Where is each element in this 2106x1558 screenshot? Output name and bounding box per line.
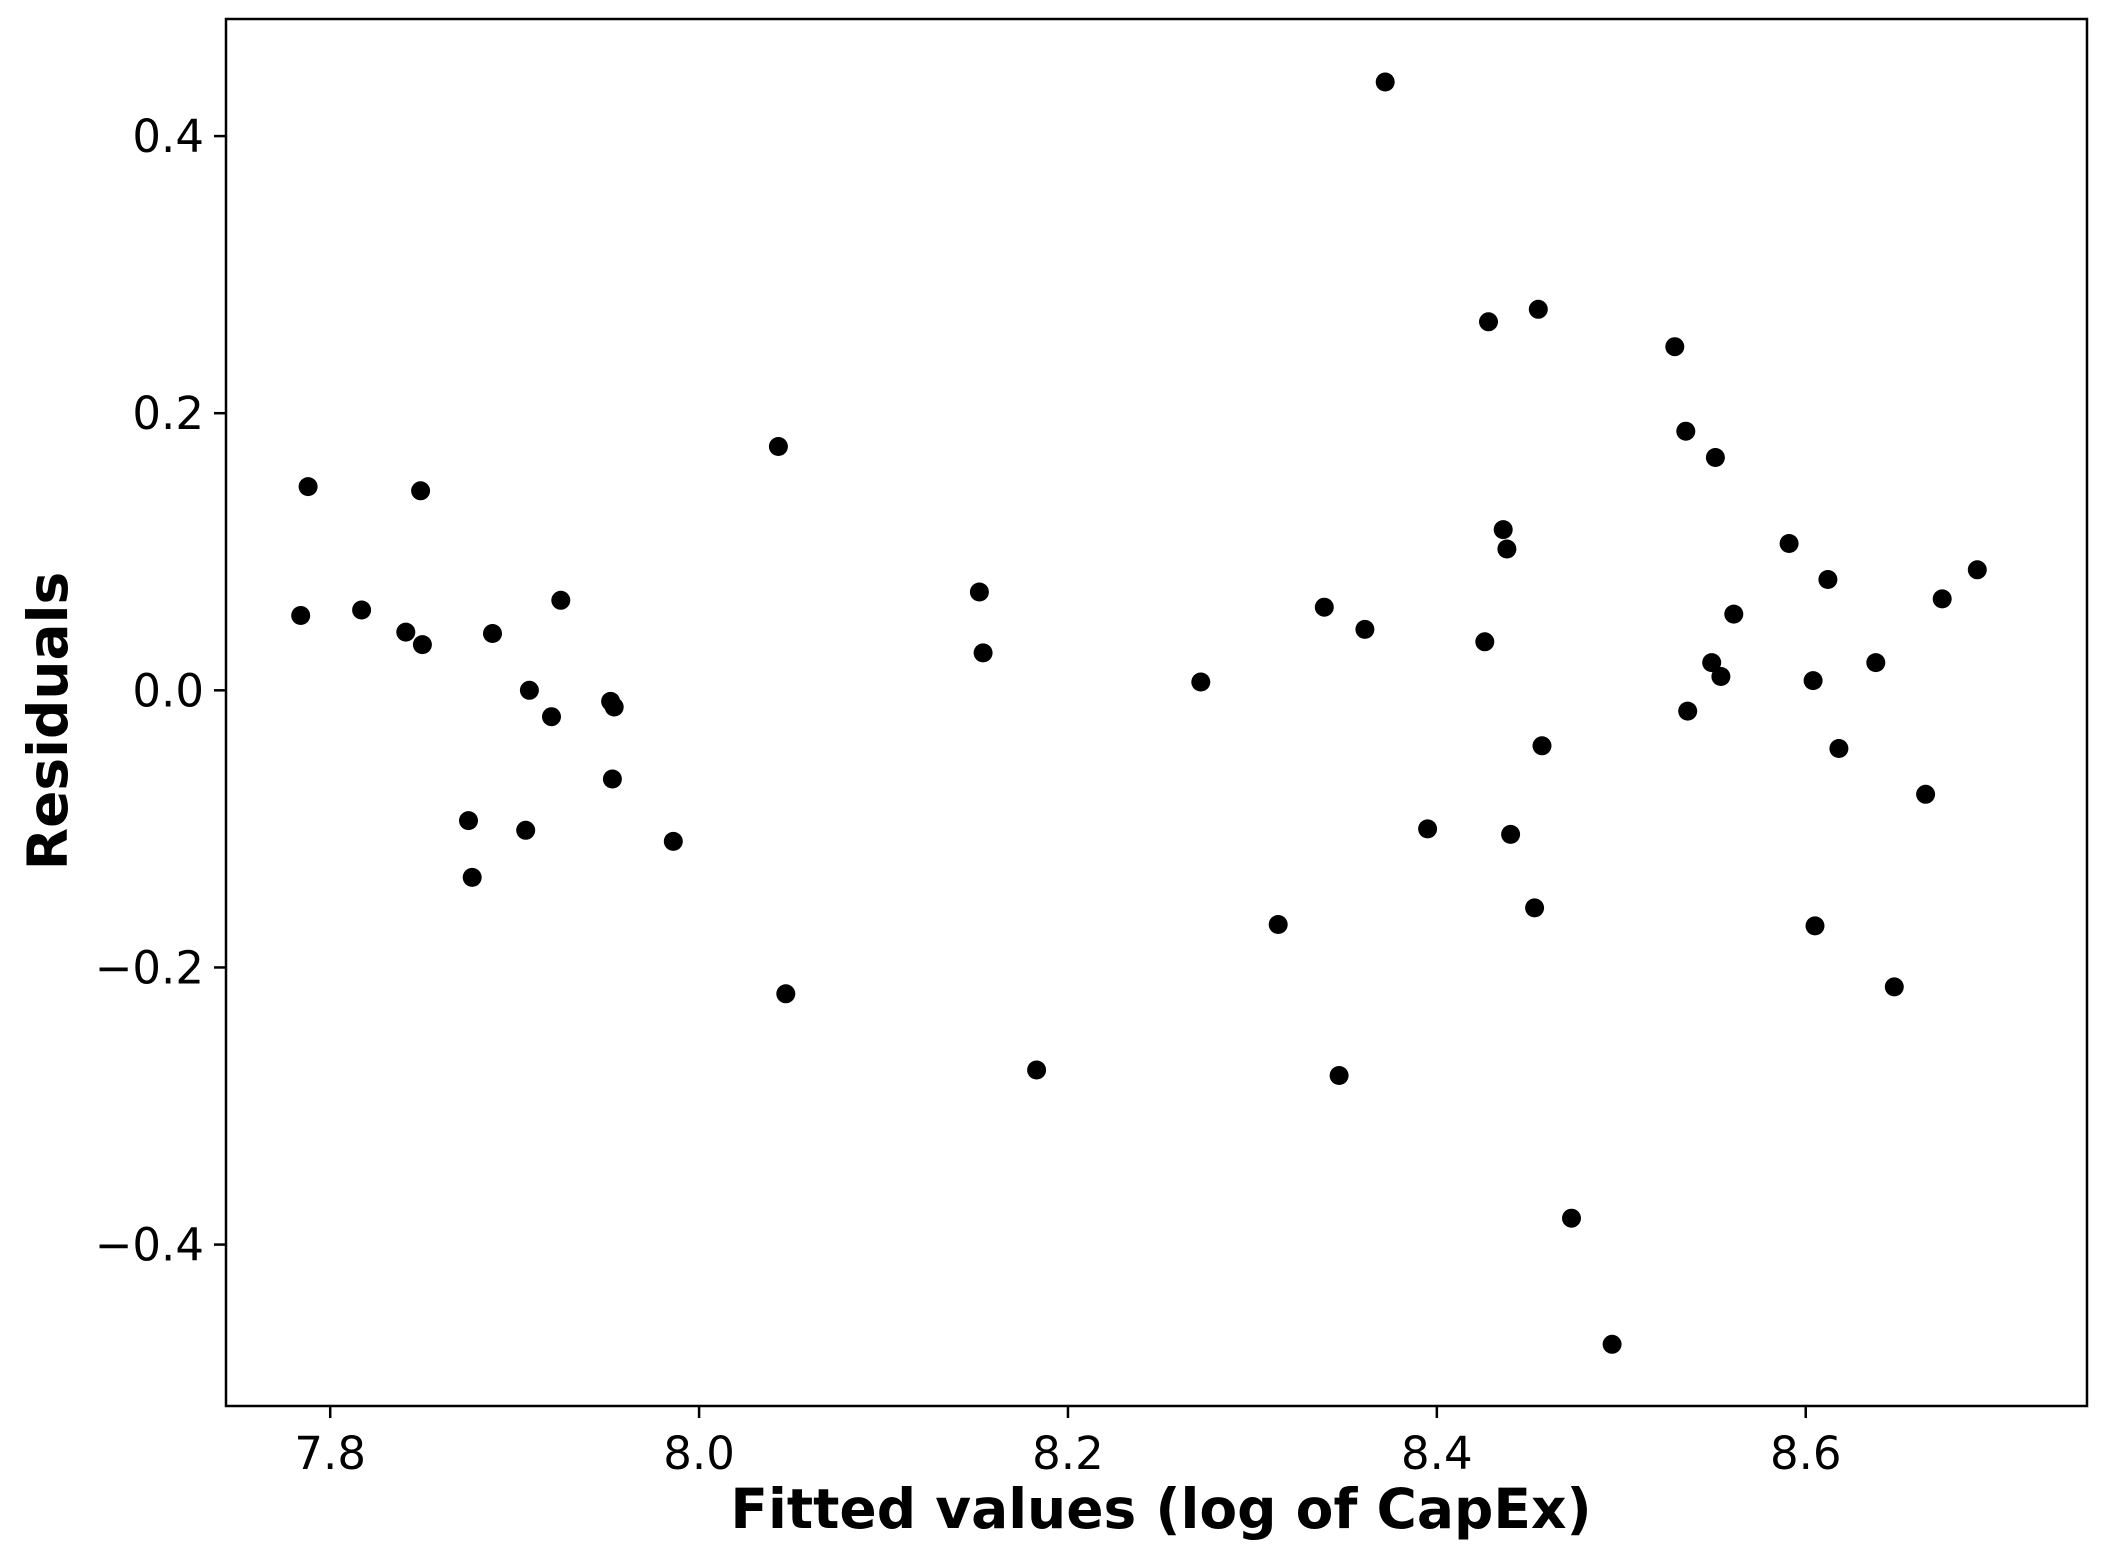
scatter-point: [1967, 560, 1987, 580]
scatter-point: [768, 437, 788, 456]
y-tick-label: 0.2: [132, 387, 204, 440]
scatter-point: [1866, 653, 1886, 673]
scatter-point: [1532, 736, 1552, 756]
x-axis-title: Fitted values (log of CapEx): [730, 1477, 1591, 1541]
scatter-point: [1191, 672, 1211, 692]
scatter-point: [1724, 604, 1744, 624]
scatter-point: [352, 600, 372, 620]
scatter-point: [542, 707, 561, 727]
y-tick-label: 0.4: [132, 110, 204, 163]
scatter-point: [1027, 1060, 1047, 1080]
scatter-point: [1528, 299, 1548, 319]
scatter-point: [1418, 819, 1438, 839]
scatter-point: [411, 481, 431, 501]
scatter-point: [1916, 784, 1936, 804]
scatter-point: [1355, 619, 1375, 639]
scatter-point: [1665, 337, 1685, 357]
scatter-point: [1705, 448, 1725, 467]
scatter-point: [1525, 898, 1545, 918]
scatter-point: [1678, 701, 1698, 721]
scatter-point: [1268, 915, 1288, 934]
scatter-point: [519, 680, 539, 700]
x-tick-label: 8.2: [1032, 1427, 1104, 1480]
x-tick-label: 8.0: [663, 1427, 735, 1480]
y-axis-ticks: −0.4 −0.2 0.0 0.2 0.4: [95, 110, 226, 1272]
plot-frame: [224, 17, 2089, 1408]
scatter-point: [459, 811, 478, 831]
scatter-point: [1803, 671, 1823, 691]
scatter-point: [462, 867, 482, 887]
scatter-point: [1501, 824, 1521, 844]
scatter-point: [969, 582, 989, 602]
scatter-point: [1493, 520, 1513, 540]
scatter-point: [551, 590, 571, 610]
y-tick-label: −0.4: [95, 1219, 204, 1272]
scatter-point: [1805, 916, 1825, 936]
scatter-point: [1702, 653, 1722, 673]
scatter-point: [604, 697, 624, 717]
scatter-point: [1818, 570, 1838, 589]
y-tick-label: 0.0: [132, 664, 204, 717]
scatter-point: [663, 831, 683, 851]
x-tick-label: 8.4: [1401, 1427, 1473, 1480]
scatter-point: [291, 606, 311, 625]
scatter-point: [1711, 667, 1731, 686]
scatter-point: [298, 477, 318, 497]
scatter-point: [1562, 1208, 1581, 1228]
scatter-point: [1829, 739, 1849, 758]
scatter-point: [483, 624, 502, 643]
scatter-point: [1779, 534, 1799, 553]
scatter-point: [412, 635, 432, 655]
scatter-point: [1314, 597, 1334, 617]
y-tick-label: −0.2: [95, 941, 204, 994]
scatter-point: [1602, 1334, 1622, 1354]
scatter-point: [602, 769, 622, 789]
scatter-point: [1475, 632, 1495, 652]
scatter-point: [1497, 539, 1517, 559]
scatter-point: [1479, 312, 1498, 332]
scatter-point: [1676, 421, 1696, 441]
scatter-points: [291, 72, 1987, 1354]
scatter-point: [1329, 1066, 1349, 1085]
scatter-point: [516, 820, 536, 840]
scatter-point: [776, 984, 796, 1004]
y-axis-title: Residuals: [16, 572, 80, 870]
scatter-point: [1375, 72, 1395, 92]
x-axis-ticks: 7.8 8.0 8.2 8.4 8.6: [294, 1406, 1842, 1480]
scatter-point: [1932, 589, 1952, 609]
x-tick-label: 8.6: [1770, 1427, 1842, 1480]
scatter-point: [1884, 977, 1904, 997]
scatter-point: [396, 622, 416, 642]
x-tick-label: 7.8: [294, 1427, 366, 1480]
scatter-point: [973, 643, 993, 663]
